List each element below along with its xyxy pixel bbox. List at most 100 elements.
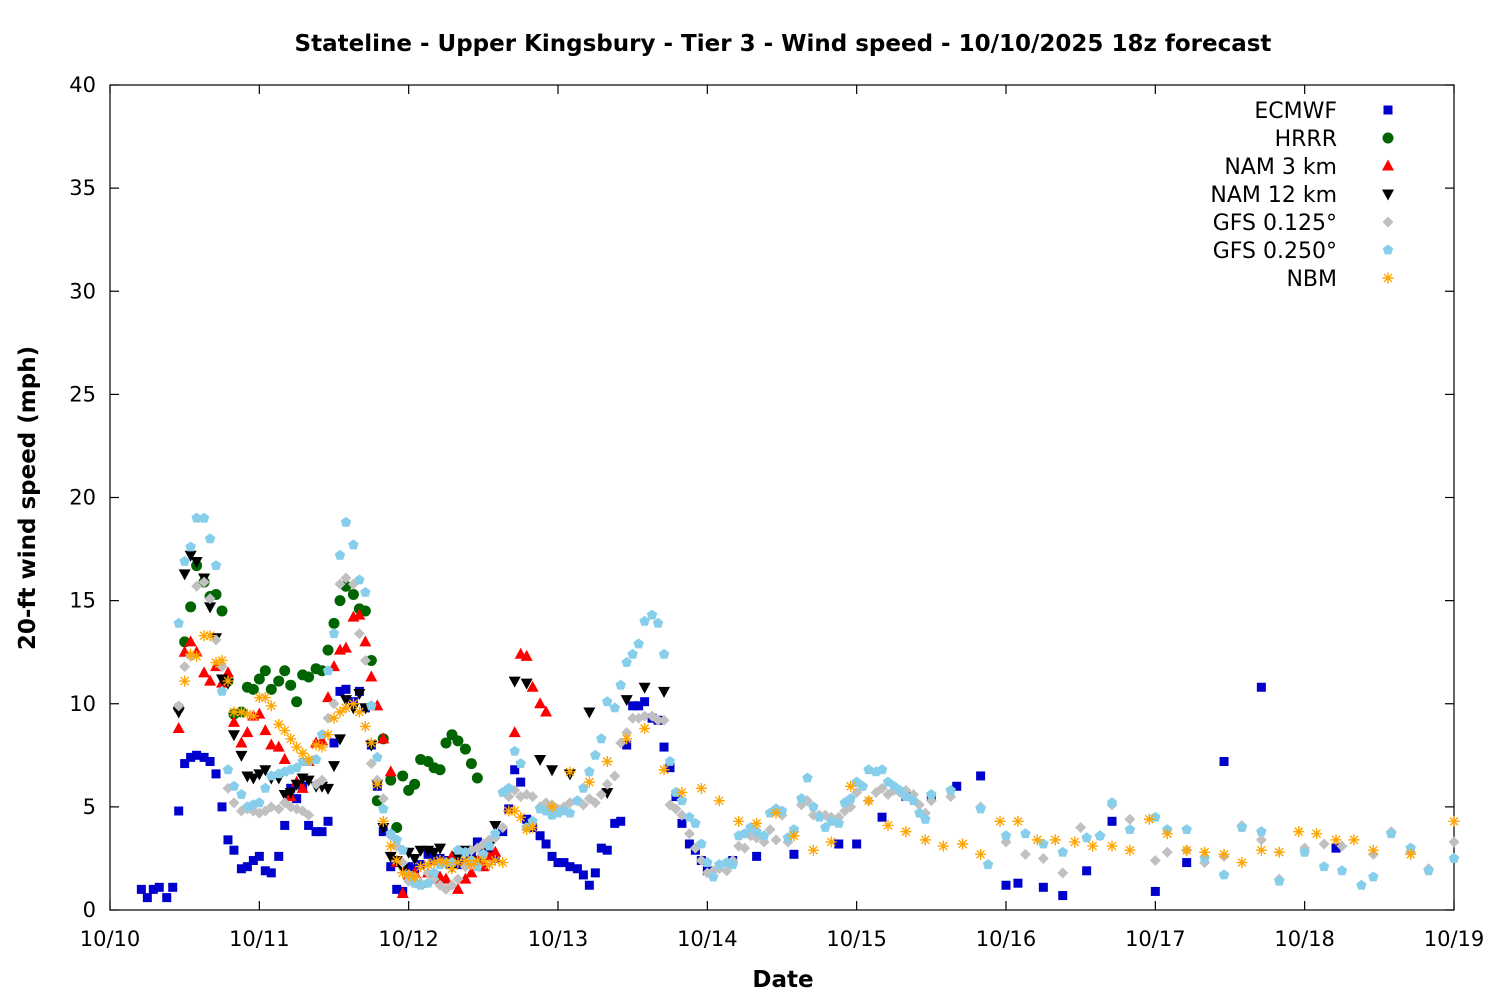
data-point bbox=[317, 827, 327, 837]
data-point bbox=[620, 695, 633, 707]
data-point bbox=[1423, 865, 1434, 876]
data-point bbox=[670, 803, 682, 815]
data-point bbox=[665, 763, 675, 773]
x-tick-label: 10/10 bbox=[80, 927, 141, 951]
data-point bbox=[788, 830, 800, 842]
data-point bbox=[900, 826, 912, 838]
data-point bbox=[391, 855, 403, 866]
x-tick-label: 10/13 bbox=[528, 927, 589, 951]
data-point bbox=[304, 820, 314, 830]
data-point bbox=[297, 747, 309, 759]
data-point bbox=[190, 556, 203, 568]
data-point bbox=[384, 765, 397, 777]
data-point bbox=[217, 802, 227, 812]
data-point bbox=[186, 752, 196, 762]
data-point bbox=[227, 730, 240, 742]
data-point bbox=[396, 887, 409, 898]
data-point bbox=[334, 706, 346, 718]
data-point bbox=[428, 867, 440, 878]
data-point bbox=[1020, 828, 1031, 839]
data-point bbox=[609, 702, 620, 713]
legend-marker bbox=[1382, 159, 1394, 171]
data-point bbox=[328, 617, 340, 629]
data-point bbox=[222, 675, 234, 687]
data-point bbox=[377, 815, 389, 827]
data-point bbox=[572, 864, 582, 874]
legend-label: ECMWF bbox=[1254, 99, 1337, 124]
data-point bbox=[596, 733, 607, 744]
data-point bbox=[259, 692, 271, 704]
data-point bbox=[316, 774, 328, 786]
data-point bbox=[1273, 846, 1285, 858]
data-point bbox=[602, 696, 613, 707]
data-point bbox=[527, 791, 539, 803]
data-point bbox=[1038, 882, 1048, 892]
data-point bbox=[185, 541, 196, 552]
data-point bbox=[1318, 861, 1330, 872]
data-point bbox=[340, 516, 352, 527]
data-point bbox=[322, 644, 334, 656]
data-point bbox=[1149, 855, 1161, 866]
data-point bbox=[1255, 844, 1267, 856]
data-point bbox=[359, 720, 371, 732]
y-tick-label: 30 bbox=[69, 279, 96, 303]
data-point bbox=[173, 617, 184, 628]
data-point bbox=[622, 740, 632, 750]
y-tick-label: 20 bbox=[69, 486, 96, 510]
data-point bbox=[1106, 840, 1118, 852]
data-point bbox=[365, 654, 377, 666]
data-point bbox=[273, 675, 285, 687]
data-point bbox=[328, 698, 340, 710]
data-point bbox=[1299, 846, 1310, 857]
data-point bbox=[459, 872, 472, 884]
x-axis-label: Date bbox=[752, 967, 813, 993]
data-point bbox=[1405, 842, 1416, 853]
data-point bbox=[359, 605, 371, 617]
data-point bbox=[1161, 846, 1173, 858]
series-gfs-0-250 bbox=[173, 512, 1460, 890]
data-point bbox=[527, 822, 539, 833]
y-axis-label: 20-ft wind speed (mph) bbox=[15, 346, 41, 650]
data-point bbox=[365, 670, 378, 682]
data-point bbox=[184, 550, 197, 562]
data-point bbox=[814, 811, 825, 822]
data-point bbox=[634, 701, 644, 711]
x-tick-label: 10/15 bbox=[826, 927, 887, 951]
data-point bbox=[1311, 828, 1323, 840]
data-point bbox=[265, 700, 277, 712]
data-point bbox=[684, 839, 694, 849]
data-point bbox=[260, 866, 270, 876]
y-tick-label: 5 bbox=[83, 795, 96, 819]
x-tick-label: 10/16 bbox=[976, 927, 1037, 951]
data-point bbox=[1019, 848, 1031, 860]
data-point bbox=[333, 734, 346, 746]
data-point bbox=[1075, 822, 1087, 833]
data-point bbox=[520, 678, 533, 690]
data-point bbox=[204, 593, 216, 605]
series-ecmwf bbox=[136, 682, 1341, 903]
data-point bbox=[341, 684, 351, 694]
data-point bbox=[142, 893, 152, 903]
data-point bbox=[664, 756, 676, 766]
data-point bbox=[596, 843, 606, 853]
data-point bbox=[796, 793, 807, 804]
data-point bbox=[408, 853, 421, 865]
data-point bbox=[477, 855, 489, 866]
data-point bbox=[503, 805, 515, 817]
data-point bbox=[216, 605, 228, 617]
data-point bbox=[434, 843, 447, 855]
data-point bbox=[639, 710, 651, 722]
data-point bbox=[204, 533, 216, 544]
data-point bbox=[259, 665, 271, 677]
data-point bbox=[659, 742, 669, 752]
data-point bbox=[1106, 797, 1118, 808]
data-point bbox=[353, 608, 366, 620]
data-point bbox=[247, 773, 260, 785]
data-point bbox=[845, 780, 857, 792]
y-tick-label: 35 bbox=[69, 176, 96, 200]
data-point bbox=[285, 679, 297, 691]
data-point bbox=[365, 737, 377, 749]
data-point bbox=[440, 737, 452, 749]
data-point bbox=[459, 855, 471, 866]
data-point bbox=[1448, 852, 1460, 863]
